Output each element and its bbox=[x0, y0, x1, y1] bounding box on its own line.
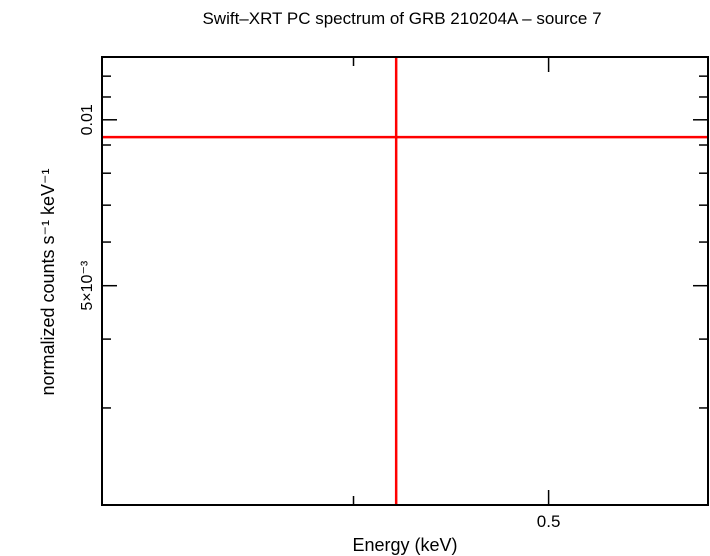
x-axis-label: Energy (keV) bbox=[352, 535, 457, 555]
y-ticks: 5×10⁻³ 0.01 bbox=[79, 104, 708, 311]
x-minor-ticks bbox=[101, 57, 709, 505]
y-minor-ticks bbox=[102, 56, 708, 506]
chart-title: Swift–XRT PC spectrum of GRB 210204A – s… bbox=[202, 9, 601, 28]
x-tick-label: 0.5 bbox=[537, 512, 561, 531]
data-series bbox=[102, 57, 708, 505]
y-tick-label: 0.01 bbox=[79, 104, 96, 135]
plot-frame bbox=[101, 56, 709, 506]
y-axis-label: normalized counts s⁻¹ keV⁻¹ bbox=[38, 168, 58, 395]
y-tick-label: 5×10⁻³ bbox=[79, 260, 96, 310]
x-ticks: 0.5 bbox=[537, 57, 561, 531]
